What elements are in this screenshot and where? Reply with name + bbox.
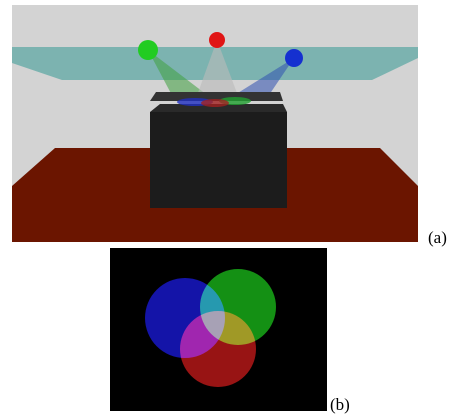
green-light xyxy=(138,40,158,60)
plate xyxy=(150,92,283,101)
red-spot xyxy=(201,99,229,107)
red-light-cone xyxy=(195,40,240,101)
circles xyxy=(145,269,276,387)
panel-a-image xyxy=(12,5,418,242)
box-top xyxy=(150,104,287,112)
blue-light xyxy=(285,49,303,67)
blue-light-cone xyxy=(225,58,294,101)
red-light xyxy=(209,32,225,48)
panel-b-image xyxy=(110,248,327,411)
panel-label: (b) xyxy=(330,395,350,414)
panel-label: (a) xyxy=(428,228,447,247)
box-front xyxy=(150,112,287,208)
red-circle xyxy=(180,311,256,387)
green-light-cone xyxy=(148,50,215,101)
